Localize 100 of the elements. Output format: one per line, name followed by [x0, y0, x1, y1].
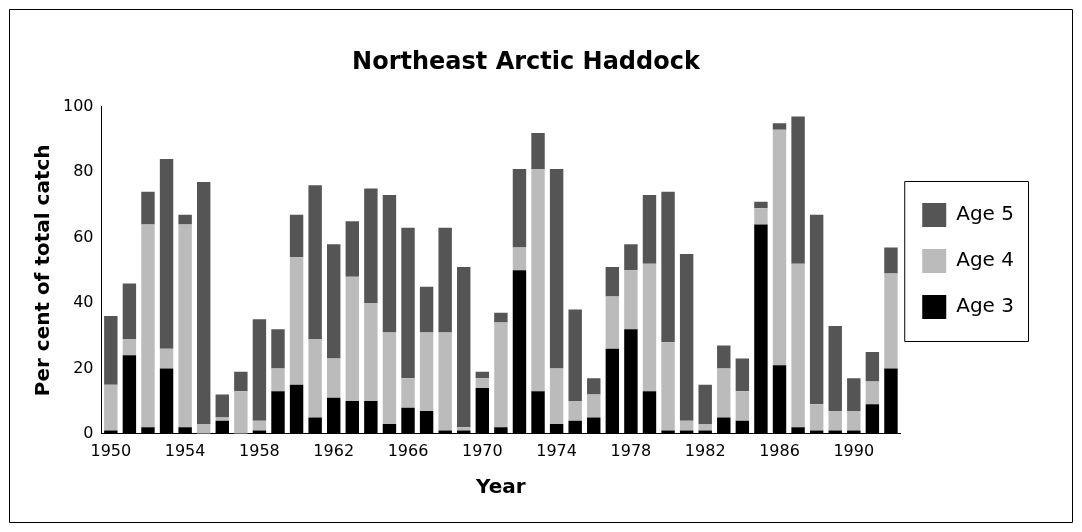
bar — [791, 263, 805, 428]
bar — [605, 348, 620, 434]
bar — [512, 247, 527, 271]
bar — [549, 168, 564, 369]
bar — [438, 227, 452, 333]
bar — [772, 129, 787, 366]
bar — [327, 397, 341, 434]
bar — [234, 391, 248, 434]
bar — [494, 312, 508, 323]
x-tick-label: 1962 — [313, 440, 355, 460]
bar — [735, 358, 750, 392]
bar — [364, 188, 378, 303]
bar — [104, 384, 118, 431]
bar — [494, 322, 508, 428]
bar — [289, 257, 304, 385]
bar — [865, 352, 880, 382]
x-tick-label: 1966 — [387, 440, 429, 460]
bar — [605, 296, 620, 349]
bar — [809, 214, 824, 405]
x-tick-label: 1958 — [239, 440, 280, 460]
bar — [717, 368, 731, 418]
bar — [828, 410, 842, 431]
bar — [772, 365, 787, 434]
bar — [159, 159, 174, 349]
bar — [419, 286, 434, 333]
bar — [679, 253, 694, 421]
bar — [587, 378, 601, 395]
bar — [475, 388, 490, 434]
bar — [345, 221, 359, 277]
bar — [271, 329, 285, 369]
x-tick-label: 1970 — [461, 440, 503, 460]
bar — [327, 358, 341, 398]
bar — [104, 316, 118, 385]
y-tick-label: 40 — [73, 292, 94, 312]
bar — [624, 329, 638, 434]
bar — [178, 214, 192, 225]
bar — [234, 371, 248, 392]
bar — [884, 273, 898, 369]
bar — [457, 267, 471, 428]
bar — [401, 407, 415, 434]
bar — [345, 276, 359, 402]
y-tick-label: 0 — [83, 422, 94, 442]
bar — [289, 384, 304, 434]
bar — [419, 332, 434, 411]
bar — [122, 338, 137, 356]
x-tick-label: 1986 — [759, 440, 800, 460]
bar — [828, 325, 842, 411]
bar — [512, 270, 527, 434]
bar — [364, 401, 378, 434]
bar — [271, 368, 285, 392]
bar — [587, 394, 601, 418]
bar — [178, 224, 192, 428]
bar — [252, 420, 267, 431]
y-axis-title: Per cent of total catch — [30, 144, 55, 397]
bar — [494, 427, 508, 434]
bar — [791, 116, 805, 264]
bar — [698, 423, 712, 431]
bar — [809, 404, 824, 431]
y-tick-label: 100 — [62, 95, 94, 115]
bar — [141, 224, 155, 428]
bar — [624, 244, 638, 271]
bar — [847, 378, 861, 411]
x-tick-label: 1978 — [610, 440, 652, 460]
bar — [642, 391, 657, 434]
bar — [587, 417, 601, 434]
y-tick-label: 20 — [73, 357, 94, 377]
bar — [568, 309, 582, 402]
bar — [642, 195, 657, 264]
bar — [252, 319, 267, 421]
bar — [531, 391, 545, 434]
bar — [364, 303, 378, 402]
bar — [642, 263, 657, 392]
chart-title: Northeast Arctic Haddock — [352, 46, 701, 75]
bar — [884, 247, 898, 274]
x-axis-title: Year — [475, 474, 526, 499]
y-tick-label: 60 — [73, 226, 94, 246]
y-tick-label: 80 — [73, 161, 94, 181]
bar — [847, 410, 861, 431]
bar — [382, 195, 397, 333]
bar — [661, 191, 675, 343]
bar — [884, 368, 898, 434]
bar — [754, 201, 768, 209]
bar — [271, 391, 285, 434]
bar — [159, 368, 174, 434]
bar — [754, 208, 768, 225]
bar — [327, 244, 341, 359]
bar — [717, 345, 731, 369]
bar — [698, 384, 712, 424]
bar — [531, 168, 545, 392]
bar — [754, 224, 768, 434]
bar — [679, 420, 694, 431]
bar — [865, 381, 880, 405]
bar — [531, 132, 545, 169]
bar — [308, 417, 322, 434]
bar — [419, 410, 434, 434]
bar — [735, 391, 750, 421]
bar — [512, 168, 527, 248]
bar — [865, 404, 880, 434]
bar — [215, 417, 229, 421]
bar — [289, 214, 304, 258]
